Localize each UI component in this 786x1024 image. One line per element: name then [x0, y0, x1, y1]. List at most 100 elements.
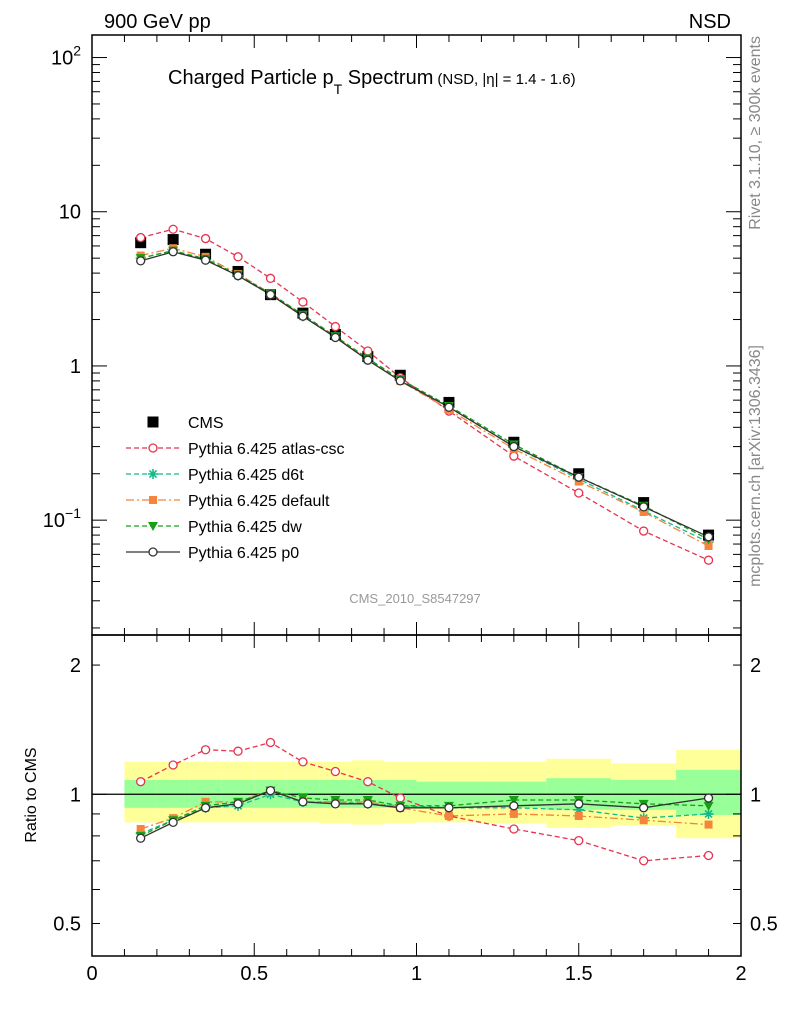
- x-tick-label: 0.5: [240, 963, 268, 985]
- data-point-p0: [639, 803, 649, 813]
- ratio-y-tick-label: 2: [70, 655, 81, 677]
- data-point-p0: [363, 355, 373, 365]
- data-point-default: [574, 812, 583, 821]
- legend-label: Pythia 6.425 d6t: [188, 467, 304, 484]
- data-point-atlas: [703, 850, 714, 861]
- data-point-p0: [168, 817, 178, 828]
- ratio-y-tick-label-right: 1: [750, 784, 761, 806]
- ratio-y-tick-label: 1: [70, 784, 81, 806]
- data-point-p0: [136, 833, 146, 843]
- data-point-atlas: [298, 757, 308, 767]
- legend-entry-default: Pythia 6.425 default: [126, 493, 330, 510]
- legend-marker-atlas: [148, 443, 158, 453]
- data-point-atlas: [298, 297, 308, 307]
- data-point-default: [704, 541, 713, 550]
- header-right: NSD: [689, 11, 731, 33]
- data-point-p0: [298, 311, 308, 321]
- series-line-dw: [140, 789, 709, 837]
- data-point-d6t: [573, 804, 584, 815]
- data-point-p0: [298, 797, 308, 807]
- series-line-dw: [140, 249, 709, 540]
- series-line-p0: [140, 251, 709, 538]
- data-point-p0: [265, 289, 276, 300]
- analysis-id: CMS_2010_S8547297: [349, 591, 481, 606]
- data-point-p0: [395, 376, 405, 386]
- x-tick-label: 1: [411, 963, 422, 985]
- series-line-atlas: [140, 228, 709, 561]
- data-point-dw: [508, 795, 519, 805]
- data-point-p0: [639, 502, 649, 512]
- data-point-p0: [395, 803, 405, 813]
- legend-label: Pythia 6.425 default: [188, 493, 330, 510]
- data-point-atlas: [639, 526, 649, 536]
- data-point-default: [639, 507, 648, 516]
- data-point-CMS: [167, 234, 179, 246]
- data-point-atlas: [363, 777, 373, 787]
- data-point-atlas: [136, 232, 146, 243]
- ratio-y-tick-label-right: 2: [750, 655, 761, 677]
- data-point-atlas: [509, 824, 519, 834]
- data-point-p0: [363, 799, 373, 809]
- data-point-p0: [574, 472, 584, 482]
- data-point-p0: [233, 271, 243, 281]
- x-tick-label: 1.5: [565, 963, 593, 985]
- data-point-p0: [509, 441, 519, 452]
- data-point-p0: [200, 803, 211, 813]
- data-point-default: [136, 825, 145, 834]
- data-point-atlas: [233, 746, 243, 756]
- x-tick-label: 0: [86, 963, 97, 985]
- series-line-atlas: [140, 741, 709, 862]
- ratio-y-axis-label: Ratio to CMS: [23, 747, 40, 842]
- ratio-y-tick-label-right: 0.5: [750, 913, 778, 935]
- data-point-p0: [703, 793, 714, 803]
- legend-marker-p0: [148, 547, 158, 557]
- data-point-atlas: [168, 224, 178, 234]
- legend-label: Pythia 6.425 p0: [188, 545, 299, 562]
- data-point-atlas: [200, 745, 211, 755]
- data-point-atlas: [574, 835, 584, 846]
- data-point-p0: [444, 402, 454, 412]
- data-point-atlas: [330, 321, 341, 332]
- legend-label: Pythia 6.425 dw: [188, 519, 302, 536]
- data-point-atlas: [703, 555, 714, 565]
- data-point-atlas: [200, 233, 211, 244]
- data-point-atlas: [574, 488, 584, 498]
- ratio-plot: 0.5 0.5 1 1 2 2 0 0.5 1 1.5 2 Ratio to CMS: [23, 634, 778, 985]
- legend: CMS Pythia 6.425 atlas-csc Pythia 6.425 d6…: [126, 415, 345, 562]
- legend-marker-CMS: [147, 416, 159, 428]
- legend-marker-dw: [148, 522, 158, 531]
- data-point-CMS: [135, 237, 147, 249]
- legend-marker-default: [149, 496, 157, 504]
- y-tick-label: 102: [51, 43, 81, 70]
- main-plot: 10−1 1 10 102 Charged Particle pT Spectrum(…: [43, 34, 742, 636]
- data-point-p0: [168, 247, 178, 257]
- series-line-default: [140, 789, 709, 830]
- data-point-p0: [136, 256, 146, 266]
- data-point-atlas: [136, 777, 146, 787]
- y-tick-label: 1: [70, 356, 81, 378]
- legend-label: CMS: [188, 415, 224, 432]
- ratio-y-tick-label: 0.5: [53, 913, 81, 935]
- data-point-p0: [703, 532, 714, 542]
- data-point-atlas: [168, 760, 178, 770]
- data-point-p0: [509, 801, 519, 811]
- data-point-p0: [233, 799, 243, 809]
- data-point-default: [444, 812, 453, 821]
- data-point-p0: [330, 799, 341, 809]
- data-point-p0: [200, 255, 211, 265]
- data-point-p0: [265, 785, 276, 796]
- data-point-atlas: [639, 856, 649, 866]
- data-point-atlas: [265, 273, 276, 283]
- data-point-p0: [444, 803, 454, 813]
- legend-entry-p0: Pythia 6.425 p0: [126, 545, 299, 562]
- legend-entry-atlas: Pythia 6.425 atlas-csc: [126, 441, 345, 458]
- data-point-dw: [703, 801, 714, 811]
- data-point-p0: [574, 799, 584, 809]
- data-point-atlas: [363, 346, 373, 356]
- header-left: 900 GeV pp: [104, 11, 211, 33]
- data-point-atlas: [233, 252, 243, 262]
- y-tick-label: 10: [59, 202, 81, 224]
- rivet-label: Rivet 3.1.10, ≥ 300k events: [747, 36, 764, 230]
- series-line-p0: [140, 789, 709, 839]
